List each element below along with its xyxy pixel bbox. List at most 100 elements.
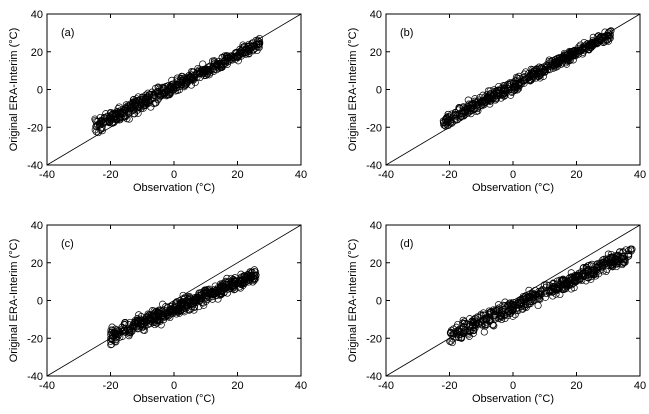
data-point (165, 83, 174, 91)
data-point (219, 279, 227, 288)
y-tick-label: 20 (370, 258, 382, 270)
data-point (139, 104, 147, 112)
data-point (560, 55, 569, 63)
x-tick-label: -40 (378, 169, 394, 181)
data-point (131, 110, 139, 118)
y-tick-label: 20 (31, 258, 43, 270)
data-point (559, 275, 567, 283)
data-point (593, 264, 601, 272)
panel-label: (c) (61, 238, 74, 250)
data-point (126, 104, 134, 112)
data-point (603, 265, 611, 273)
data-point (245, 45, 253, 53)
data-point (238, 280, 246, 288)
data-point (151, 308, 159, 316)
x-tick-label: -40 (39, 169, 55, 181)
panel-label: (b) (400, 27, 413, 39)
data-point (474, 107, 482, 115)
data-point (494, 305, 502, 313)
data-point (541, 293, 550, 301)
one-to-one-line (385, 224, 641, 377)
data-point (526, 76, 534, 84)
data-point (137, 320, 145, 328)
data-point (230, 277, 239, 285)
data-point (448, 331, 456, 339)
data-point (541, 66, 549, 74)
data-point (545, 59, 553, 67)
scatter-points (446, 245, 636, 347)
data-point (599, 267, 607, 275)
data-point (240, 272, 248, 280)
data-point (514, 298, 522, 306)
data-point (178, 299, 186, 307)
y-tick-label: -40 (366, 160, 382, 172)
scatter-points (107, 266, 260, 349)
data-point (185, 295, 193, 303)
x-axis-label: Observation (°C) (472, 393, 554, 405)
data-point (143, 313, 151, 321)
data-point (549, 292, 557, 300)
data-point (531, 67, 539, 75)
data-point (157, 321, 165, 329)
data-point (609, 262, 617, 270)
data-point (515, 75, 523, 83)
data-point (534, 301, 542, 310)
chart-panel-3: -40 -20 0 20 40 -40 -20 0 20 40 (c) Observation (°C… (8, 220, 307, 405)
data-point (180, 308, 188, 316)
data-point (465, 332, 473, 340)
data-point (577, 274, 585, 282)
data-point (246, 268, 254, 276)
data-point (195, 290, 203, 298)
data-point (597, 33, 605, 41)
data-point (455, 326, 463, 334)
data-point (249, 46, 257, 54)
data-point (210, 290, 218, 298)
data-point (478, 321, 486, 329)
y-tick-label: 0 (376, 85, 382, 97)
data-point (234, 279, 242, 287)
data-point (587, 43, 595, 51)
data-point (545, 281, 553, 289)
data-point (627, 247, 635, 255)
data-point (589, 265, 597, 273)
data-point (493, 89, 501, 97)
y-tick-label: 40 (31, 220, 43, 232)
y-tick-label: 0 (37, 296, 43, 308)
x-tick-label: 40 (295, 380, 307, 392)
data-point (604, 258, 612, 266)
data-point (159, 83, 167, 91)
y-axis-label: Original ERA-Interim (°C) (347, 239, 359, 363)
data-point (108, 340, 116, 348)
chart-panel-1: -40 -20 0 20 40 -40 -20 0 20 40 (a) Observation (°C… (8, 9, 307, 194)
data-point (463, 108, 471, 116)
data-point (613, 260, 621, 268)
y-tick-label: -20 (27, 333, 43, 345)
data-point (537, 287, 545, 295)
data-point (108, 326, 117, 334)
data-point (520, 79, 528, 87)
data-point (218, 286, 226, 294)
data-point (201, 67, 209, 75)
x-tick-label: 20 (570, 169, 582, 181)
data-point (499, 87, 507, 95)
panel-label: (d) (400, 238, 413, 250)
data-point (471, 321, 479, 330)
data-point (588, 39, 596, 47)
data-point (176, 75, 185, 83)
data-point (229, 282, 237, 290)
y-tick-label: -20 (27, 122, 43, 134)
y-axis-label: Original ERA-Interim (°C) (347, 28, 359, 152)
x-tick-label: 0 (171, 169, 177, 181)
data-point (441, 115, 449, 124)
data-point (521, 300, 529, 308)
data-point (549, 280, 557, 288)
scatter-points (91, 34, 264, 137)
data-point (117, 108, 125, 116)
data-point (553, 57, 561, 65)
data-point (516, 299, 524, 307)
data-point (536, 65, 544, 73)
data-point (492, 307, 501, 315)
data-point (518, 302, 526, 310)
data-point (209, 57, 217, 65)
